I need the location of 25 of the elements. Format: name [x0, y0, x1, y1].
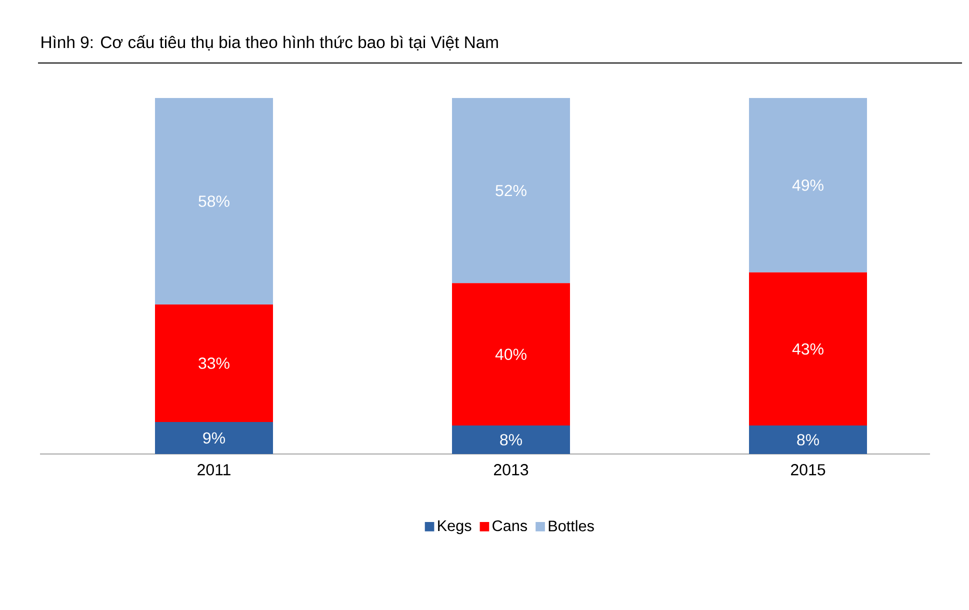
bar	[749, 98, 868, 272]
data-label: 33%	[198, 358, 230, 369]
x-tick-label: 2011	[198, 464, 230, 476]
x-tick-label: 2015	[791, 464, 826, 476]
bar	[749, 426, 868, 454]
legend-label: Bottles	[548, 520, 594, 532]
bar	[452, 98, 570, 284]
bar	[155, 304, 273, 422]
legend-label: Cans	[492, 520, 528, 532]
data-label: 52%	[496, 184, 526, 196]
legend-label: Kegs	[438, 520, 472, 534]
bar	[155, 98, 273, 304]
data-label: 40%	[495, 348, 526, 360]
data-label: 49%	[792, 180, 824, 191]
data-label: 8%	[500, 434, 522, 446]
data-label: 8%	[797, 434, 819, 446]
x-tick-label: 2013	[494, 464, 528, 476]
bar	[452, 283, 570, 426]
bar	[155, 422, 273, 454]
chart-title: Hình 9: Cơ cấu tiêu thụ bia theo hình thức bao bì tại Việt Nam	[42, 35, 498, 51]
data-label: 9%	[203, 432, 225, 444]
bar	[452, 426, 570, 454]
data-label: 43%	[792, 343, 824, 355]
data-label: 58%	[198, 196, 230, 207]
bar	[749, 272, 868, 426]
